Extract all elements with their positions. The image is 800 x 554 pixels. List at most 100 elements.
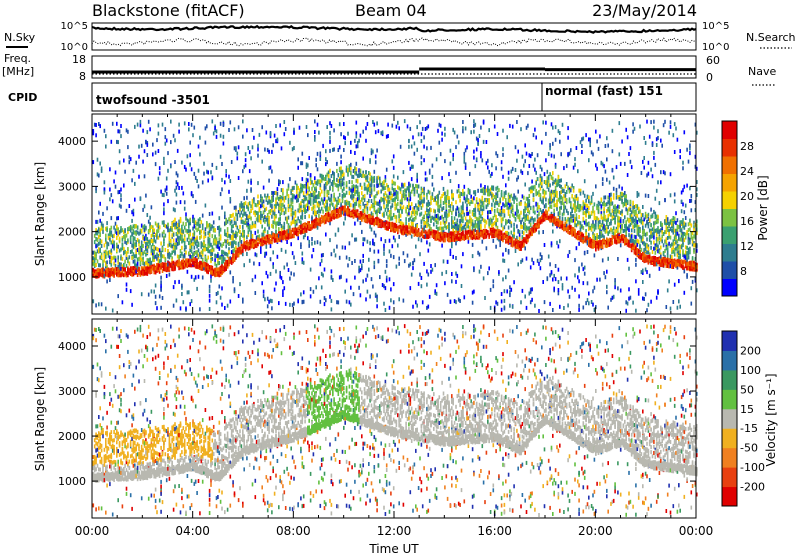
power-cell-2222	[261, 238, 263, 243]
power-cell-2835	[307, 206, 309, 211]
nsearch-label: N.Search	[746, 31, 796, 44]
power-cell-2458	[279, 231, 281, 235]
power-cell-2298	[268, 209, 270, 214]
power-cell-3871	[383, 200, 385, 205]
power-cell-311	[116, 121, 118, 126]
power-cell-1130	[178, 219, 180, 224]
power-cell-1073	[174, 160, 176, 164]
power-cell-1504	[206, 262, 208, 267]
power-cell-3330	[343, 205, 345, 210]
power-cell-1354	[194, 260, 197, 265]
power-cell-370	[120, 226, 122, 231]
power-cell-985	[167, 254, 169, 259]
power-cell-2134	[254, 202, 257, 207]
power-cell-52	[95, 271, 97, 276]
power-cell-3391	[347, 172, 349, 177]
power-cell-971	[165, 176, 168, 181]
power-cell-2406	[275, 224, 277, 229]
power-cell-253	[110, 193, 113, 198]
power-cell-2467	[279, 274, 281, 279]
power-cell-1060	[172, 232, 175, 237]
power-cell-2529	[284, 301, 287, 306]
power-cell-4820	[453, 130, 456, 135]
power-cell-3271	[338, 255, 341, 260]
power-cell-2020	[246, 204, 248, 209]
power-cell-1816	[229, 199, 232, 204]
power-cell-3833	[380, 219, 382, 224]
power-cell-2957	[316, 167, 319, 172]
date-title: 23/May/2014	[592, 1, 697, 20]
power-cell-4647	[441, 207, 443, 212]
power-cell-3130	[329, 121, 331, 126]
power-cell-1021	[170, 227, 172, 232]
power-cell-4306	[415, 184, 417, 188]
power-cell-2139	[254, 224, 257, 229]
power-cell-1376	[196, 286, 198, 291]
power-cell-4857	[456, 218, 459, 223]
power-cell-2803	[305, 185, 308, 190]
power-cell-3577	[362, 237, 364, 242]
power-cell-131	[100, 239, 103, 244]
power-cell-1578	[211, 248, 214, 253]
power-cell-1630	[215, 237, 218, 242]
power-cell-2163	[257, 235, 259, 240]
power-cell-4875	[456, 226, 459, 231]
power-cell-1352	[194, 175, 197, 180]
power-cell-2035	[247, 146, 250, 150]
power-cell-2324	[269, 244, 272, 249]
power-cell-1802	[228, 217, 230, 222]
power-cell-1726	[222, 256, 225, 261]
power-cell-2307	[268, 196, 270, 200]
power-cell-1706	[221, 286, 223, 291]
power-cell-674	[145, 233, 147, 238]
power-cell-2244	[262, 229, 265, 234]
power-cell-2049	[247, 230, 250, 235]
power-cell-2342	[271, 191, 273, 195]
power-cell-164	[103, 187, 106, 192]
power-cell-3550	[359, 182, 362, 187]
power-cell-2064	[248, 201, 251, 206]
power-cell-4298	[415, 300, 417, 305]
power-cell-95	[98, 302, 100, 307]
power-cell-1651	[217, 226, 219, 230]
power-cell-926	[163, 202, 165, 207]
power-cell-1405	[197, 243, 200, 247]
power-cell-1013	[170, 140, 172, 145]
power-cell-4766	[449, 299, 452, 304]
power-cell-1297	[190, 239, 193, 244]
power-cell-3165	[330, 201, 333, 206]
power-cell-3284	[338, 122, 341, 127]
power-cell-2502	[282, 293, 284, 297]
power-cell-2905	[312, 183, 315, 188]
power-cell-57	[96, 249, 99, 254]
power-cell-1340	[193, 259, 196, 264]
power-cell-2216	[261, 213, 263, 218]
power-cell-745	[149, 265, 151, 269]
power-cell-1205	[183, 247, 186, 252]
power-cell-553	[135, 224, 137, 229]
power-cell-659	[143, 149, 146, 154]
power-cell-2755	[301, 229, 304, 234]
power-cell-1822	[229, 259, 232, 264]
power-cell-1153	[179, 200, 182, 205]
power-cell-1921	[237, 228, 240, 233]
power-cell-611	[139, 245, 142, 250]
power-cell-826	[154, 301, 157, 306]
power-cell-735	[147, 292, 150, 297]
power-cell-823	[154, 150, 157, 155]
power-cell-1987	[243, 196, 245, 201]
power-cell-2370	[272, 197, 274, 202]
power-cell-2493	[282, 280, 284, 285]
power-cell-1889	[235, 205, 237, 210]
power-cell-227	[109, 197, 111, 202]
power-cell-4504	[430, 219, 432, 223]
power-cell-335	[117, 264, 119, 269]
power-cell-3212	[333, 176, 335, 181]
power-cell-2295	[266, 230, 269, 235]
power-cell-2804	[305, 191, 308, 196]
power-cell-4359	[419, 232, 421, 237]
power-cell-815	[154, 254, 157, 259]
power-cell-857	[157, 268, 160, 273]
power-cell-60	[96, 219, 99, 224]
